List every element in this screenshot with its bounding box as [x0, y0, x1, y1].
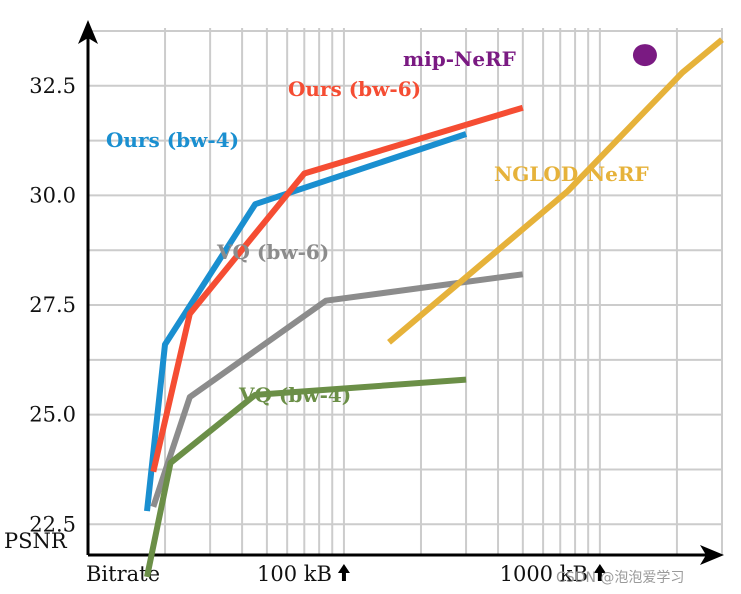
series-labels: Ours (bw-4) Ours (bw-6) VQ (bw-6) VQ (bw-4)… — [106, 47, 649, 407]
y-tick-label: 32.5 — [29, 74, 76, 98]
y-axis-label: PSNR — [4, 529, 68, 553]
series-marker-mip-nerf — [632, 44, 657, 67]
x-tick-label: 1000 kB — [500, 562, 588, 586]
series-line-ours-bw-6 — [150, 104, 524, 473]
y-tick-label: 27.5 — [29, 293, 76, 317]
axes — [78, 20, 724, 565]
series-label-ours-bw-6: Ours (bw-6) — [288, 77, 421, 101]
y-tick-labels: 22.5 25.0 27.5 30.0 32.5 — [29, 74, 76, 537]
x-tick-arrow-icon — [593, 564, 606, 581]
y-tick-label: 30.0 — [29, 183, 76, 207]
y-tick-label: 22.5 — [29, 512, 76, 536]
series-label-ours-bw-4: Ours (bw-4) — [106, 128, 239, 152]
series-line-nglod-nerf — [387, 37, 724, 345]
watermark: CSDN @泡泡爱学习 — [556, 570, 684, 586]
series-group — [144, 37, 724, 578]
series-label-vq-bw-6: VQ (bw-6) — [216, 240, 329, 264]
x-tick-label: 100 kB — [257, 562, 332, 586]
series-label-vq-bw-4: VQ (bw-4) — [238, 383, 351, 407]
series-label-mip-nerf: mip-NeRF — [403, 47, 516, 71]
y-tick-label: 25.0 — [29, 403, 76, 427]
series-line-ours-bw-4 — [144, 131, 468, 512]
y-axis-arrow-icon — [78, 20, 98, 44]
x-axis-arrow-icon — [700, 545, 724, 565]
x-tick-arrow-icon — [337, 564, 350, 581]
series-line-vq-bw-4 — [144, 376, 467, 578]
series-label-nglod-nerf: NGLOD-NeRF — [494, 162, 649, 186]
series-line-vq-bw-6 — [150, 271, 524, 508]
x-tick-labels: 100 kB 1000 kB — [257, 562, 606, 586]
